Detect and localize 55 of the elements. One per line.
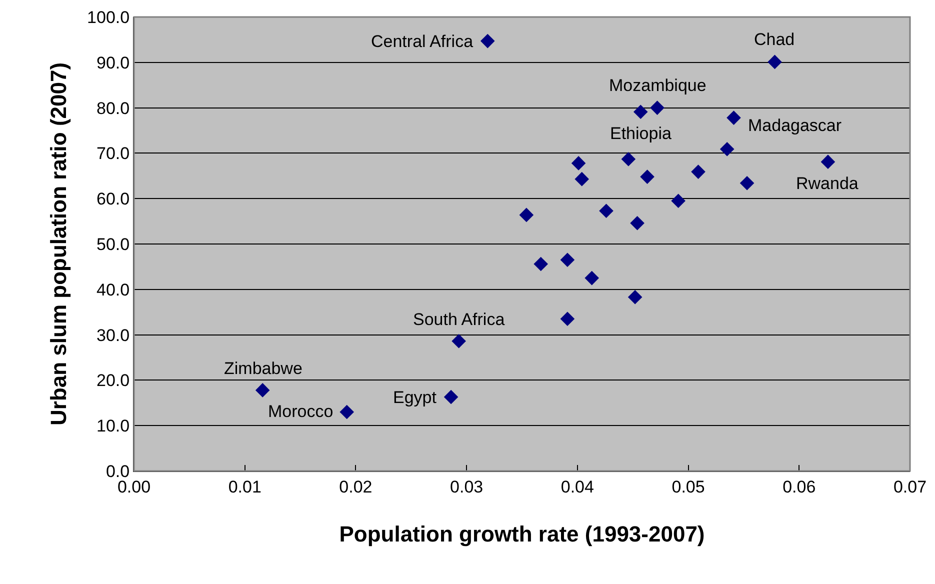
y-tick-label: 60.0	[96, 190, 130, 209]
point	[340, 404, 354, 420]
x-tick-label: 0.06	[782, 477, 816, 496]
point	[584, 270, 599, 286]
annotation: Ethiopia	[610, 124, 672, 143]
point	[768, 54, 782, 70]
annotation: Morocco	[268, 402, 334, 421]
y-tick-label: 40.0	[96, 280, 130, 300]
y-tick-label: 20.0	[96, 371, 130, 390]
point	[534, 256, 548, 272]
point	[255, 383, 270, 398]
annotation: Mozambique	[609, 76, 706, 95]
y-tick-label: 100.0	[87, 8, 130, 27]
annotation: Chad	[754, 30, 795, 49]
y-tick-label: 10.0	[96, 416, 130, 436]
point	[633, 104, 648, 120]
point	[571, 156, 586, 170]
point	[452, 334, 466, 348]
x-tick-label: 0.03	[450, 477, 484, 496]
point	[444, 390, 458, 404]
x-tick-label: 0.04	[560, 477, 594, 496]
y-tick-label: 90.0	[96, 53, 130, 72]
x-tick-label: 0.02	[339, 477, 372, 496]
y-tick-label: 30.0	[96, 326, 130, 345]
annotation: Central Africa	[371, 32, 474, 51]
point	[726, 110, 741, 125]
point	[560, 312, 575, 326]
x-tick-label: 0.07	[893, 477, 927, 496]
y-tick-label: 70.0	[96, 144, 130, 164]
point	[650, 100, 664, 115]
y-tick-label: 50.0	[96, 234, 130, 254]
x-tick-label: 0.05	[672, 477, 705, 496]
annotation: South Africa	[413, 310, 506, 329]
point	[691, 164, 706, 179]
annotation: Madagascar	[748, 116, 842, 135]
point	[671, 194, 686, 208]
point	[630, 216, 644, 230]
point	[599, 204, 614, 218]
annotation: Zimbabwe	[224, 359, 302, 378]
annotation: Egypt	[393, 388, 437, 407]
point	[574, 172, 590, 186]
x-axis-title: Population growth rate (1993-2007)	[339, 521, 705, 546]
y-tick-label: 80.0	[96, 98, 130, 118]
point	[480, 34, 495, 48]
point	[740, 176, 754, 190]
point	[720, 142, 734, 156]
point	[820, 154, 836, 169]
y-axis-title: Urban slum population ratio (2007)	[46, 62, 71, 426]
point	[560, 252, 575, 268]
annotation: Rwanda	[796, 174, 859, 193]
point	[519, 208, 534, 222]
x-tick-label: 0.01	[228, 477, 262, 496]
point	[640, 170, 654, 184]
point	[621, 152, 636, 166]
point	[628, 290, 642, 304]
